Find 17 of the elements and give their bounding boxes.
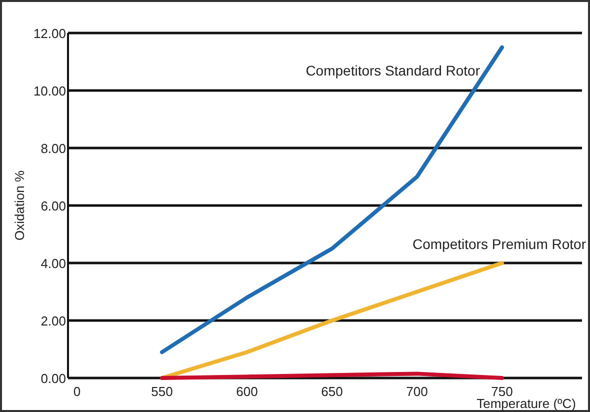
x-tick-label: 550 <box>151 384 173 399</box>
y-tick-label: 2.00 <box>40 314 66 328</box>
y-tick-label: 10.00 <box>33 84 66 98</box>
x-axis-title: Temperature (ºC) <box>476 396 576 411</box>
series-label: Competitors Standard Rotor <box>306 62 480 78</box>
x-tick-label: 0 <box>73 384 81 399</box>
x-tick-label: 600 <box>236 384 258 399</box>
x-tick-label: 750 <box>491 384 513 399</box>
y-tick-label: 8.00 <box>40 141 66 156</box>
y-axis-title: Oxidation % <box>12 170 27 241</box>
x-tick-label: 700 <box>406 384 428 399</box>
y-tick-label: 4.00 <box>40 256 66 271</box>
y-tick-label: 6.00 <box>40 198 66 214</box>
series-label: Competitors Premium Rotor <box>412 236 586 252</box>
y-tick-label: 12.00 <box>33 26 66 41</box>
y-tick-label: 0.00 <box>40 371 66 386</box>
x-tick-label: 650 <box>321 384 343 399</box>
